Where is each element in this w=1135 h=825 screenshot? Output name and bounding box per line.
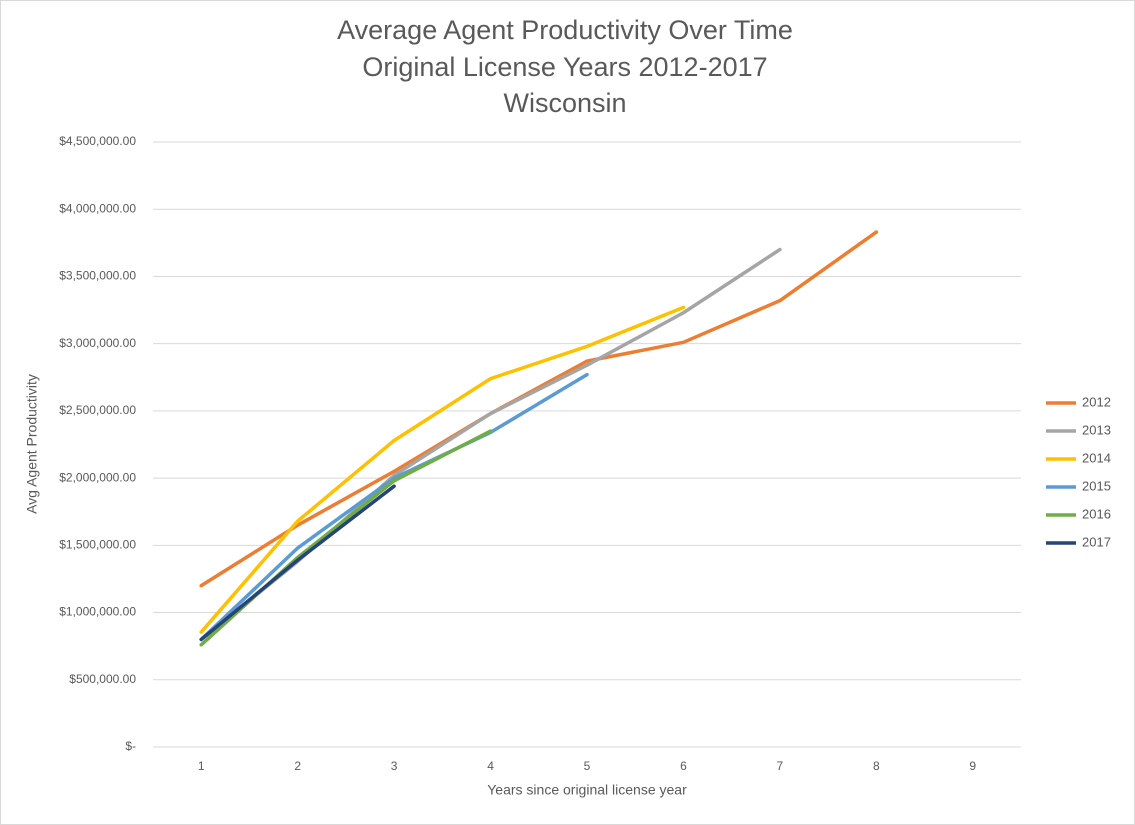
legend-label: 2017 <box>1082 534 1111 549</box>
y-tick-label: $1,500,000.00 <box>59 538 136 552</box>
series-line <box>199 484 396 642</box>
x-tick-label: 4 <box>487 759 494 773</box>
y-tick-label: $- <box>125 739 136 753</box>
x-tick-label: 1 <box>198 759 205 773</box>
x-tick-label: 9 <box>969 759 976 773</box>
x-tick-label: 2 <box>294 759 301 773</box>
y-axis-label: Avg Agent Productivity <box>24 374 40 514</box>
chart-title: Original License Years 2012-2017 <box>362 52 767 82</box>
x-axis-label: Years since original license year <box>487 782 687 798</box>
y-tick-label: $3,500,000.00 <box>59 269 136 283</box>
y-tick-label: $3,000,000.00 <box>59 336 136 350</box>
chart-title: Wisconsin <box>503 88 626 118</box>
y-tick-label: $500,000.00 <box>69 672 136 686</box>
legend-label: 2016 <box>1082 506 1111 521</box>
legend-label: 2015 <box>1082 478 1111 493</box>
x-tick-label: 8 <box>873 759 880 773</box>
x-tick-label: 7 <box>777 759 784 773</box>
y-tick-label: $1,000,000.00 <box>59 605 136 619</box>
legend-label: 2013 <box>1082 422 1111 437</box>
x-tick-label: 3 <box>391 759 398 773</box>
series-line <box>199 305 686 634</box>
x-tick-label: 6 <box>680 759 687 773</box>
y-tick-label: $2,000,000.00 <box>59 470 136 484</box>
chart-title: Average Agent Productivity Over Time <box>337 15 793 45</box>
series-line <box>199 372 589 642</box>
series-line <box>199 230 879 588</box>
x-tick-label: 5 <box>584 759 591 773</box>
legend-label: 2012 <box>1082 394 1111 409</box>
y-tick-label: $4,500,000.00 <box>59 134 136 148</box>
y-tick-label: $2,500,000.00 <box>59 403 136 417</box>
y-tick-label: $4,000,000.00 <box>59 201 136 215</box>
legend-label: 2014 <box>1082 450 1111 465</box>
